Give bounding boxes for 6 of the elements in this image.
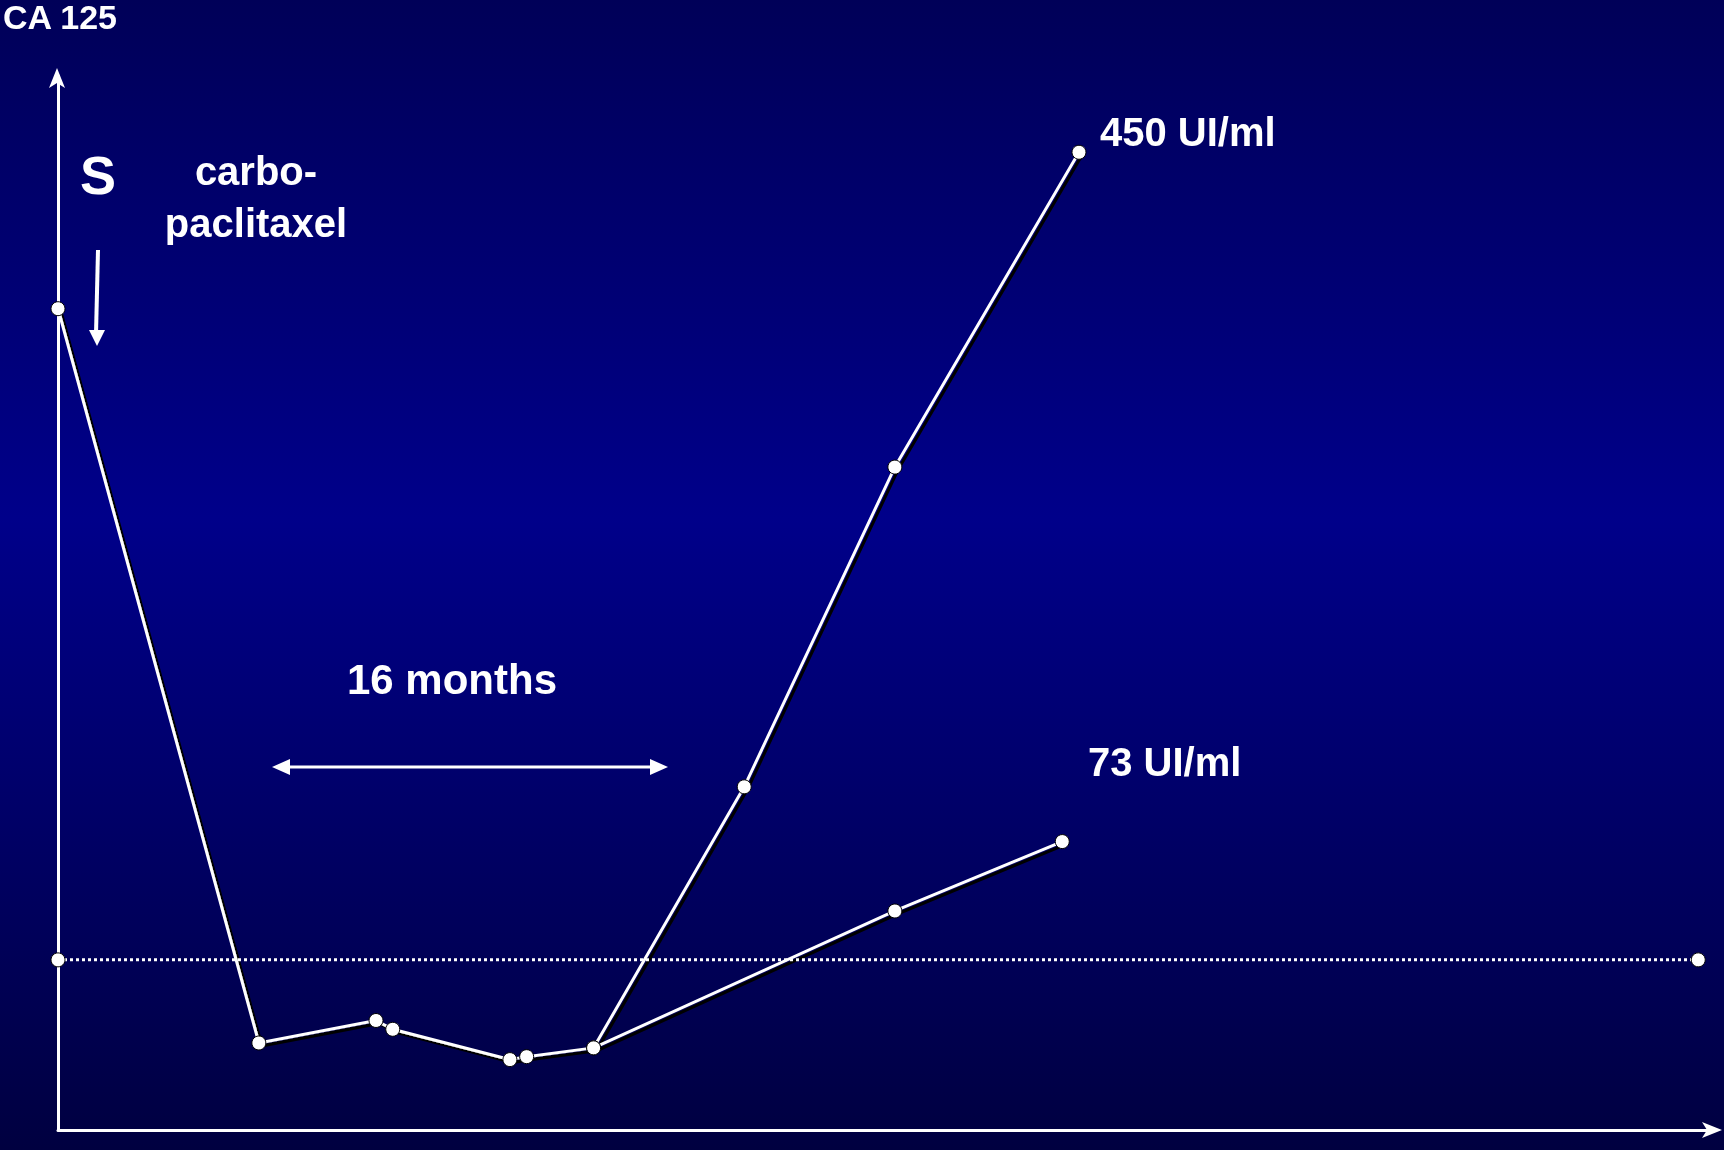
y-axis-title: CA 125 [3, 0, 118, 36]
annotation: 450 UI/ml [1100, 110, 1276, 154]
annotation: carbo- paclitaxel [164, 149, 348, 245]
annotation: 73 UI/ml [1088, 740, 1242, 784]
annotation: S [79, 145, 117, 206]
annotation: 16 months [346, 655, 558, 703]
